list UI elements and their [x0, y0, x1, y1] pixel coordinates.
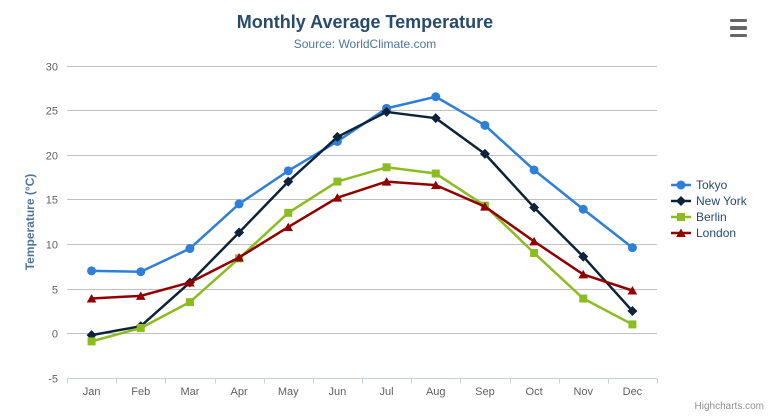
point-london-oct[interactable]	[529, 236, 539, 246]
point-new-york-aug[interactable]	[430, 113, 441, 124]
legend-marker-shape[interactable]	[677, 213, 685, 221]
point-tokyo-jan[interactable]	[87, 266, 97, 276]
legend-item-berlin[interactable]: Berlin	[671, 209, 747, 225]
legend-item-tokyo[interactable]: Tokyo	[671, 177, 747, 193]
chart-title: Monthly Average Temperature	[236, 12, 494, 32]
legend-item-new-york[interactable]: New York	[671, 193, 747, 209]
point-berlin-jun[interactable]	[333, 177, 342, 186]
legend-marker-shape[interactable]	[676, 196, 686, 206]
point-london-sep[interactable]	[480, 202, 490, 211]
x-axis-label: Nov	[573, 386, 593, 398]
point-new-york-apr[interactable]	[234, 227, 245, 238]
series-tokyo	[87, 92, 637, 277]
legend-label: Tokyo	[696, 178, 728, 192]
y-axis-label: 25	[46, 106, 58, 118]
legend-item-london[interactable]: London	[671, 225, 747, 241]
point-tokyo-nov[interactable]	[578, 204, 588, 214]
point-tokyo-dec[interactable]	[627, 243, 637, 253]
x-axis-label: Oct	[526, 386, 543, 398]
x-axis-label: May	[278, 386, 299, 398]
point-london-nov[interactable]	[578, 269, 589, 279]
y-axis-label: 20	[46, 151, 58, 163]
y-axis-label: -5	[48, 374, 58, 386]
point-london-feb[interactable]	[135, 291, 146, 300]
x-axis-label: Feb	[131, 386, 150, 398]
credits-link[interactable]: Highcharts.com	[694, 401, 764, 412]
legend-marker-london-icon	[671, 228, 691, 238]
x-axis-label: Apr	[231, 386, 248, 398]
y-axis-label: 10	[46, 240, 58, 252]
point-london-jan[interactable]	[86, 294, 97, 303]
point-new-york-jul[interactable]	[381, 106, 392, 117]
point-new-york-sep[interactable]	[479, 148, 490, 159]
point-new-york-dec[interactable]	[627, 306, 638, 317]
point-london-dec[interactable]	[627, 286, 638, 295]
point-berlin-feb[interactable]	[136, 324, 145, 332]
point-london-apr[interactable]	[234, 252, 244, 262]
point-london-may[interactable]	[283, 222, 294, 232]
point-new-york-jun[interactable]	[332, 131, 343, 142]
y-axis-label: 30	[46, 62, 58, 74]
legend-label: Berlin	[696, 210, 727, 224]
point-berlin-dec[interactable]	[628, 320, 637, 329]
series-berlin	[87, 163, 637, 346]
point-tokyo-apr[interactable]	[234, 199, 244, 209]
legend-marker-shape[interactable]	[676, 228, 686, 238]
point-berlin-aug[interactable]	[431, 169, 440, 178]
point-berlin-nov[interactable]	[579, 294, 588, 303]
point-tokyo-oct[interactable]	[529, 165, 539, 175]
legend-marker-berlin-icon	[671, 213, 691, 221]
y-axis-title: Temperature (°C)	[23, 173, 37, 271]
series-line-new-york[interactable]	[90, 110, 634, 337]
legend-marker-new-york-icon	[671, 196, 691, 206]
point-tokyo-mar[interactable]	[185, 244, 195, 254]
point-new-york-nov[interactable]	[578, 251, 589, 262]
point-tokyo-sep[interactable]	[480, 120, 490, 130]
point-london-jun[interactable]	[332, 193, 343, 202]
legend-marker-shape[interactable]	[676, 180, 686, 190]
point-berlin-jul[interactable]	[382, 163, 391, 172]
point-berlin-mar[interactable]	[185, 298, 194, 307]
legend-label: London	[696, 226, 737, 240]
hamburger-icon	[730, 19, 747, 23]
hamburger-icon	[730, 26, 747, 30]
point-tokyo-feb[interactable]	[136, 267, 146, 277]
y-axis-label: 15	[46, 195, 58, 207]
point-new-york-may[interactable]	[283, 176, 294, 187]
series-line-tokyo[interactable]	[90, 95, 634, 273]
x-axis-label: Jun	[329, 386, 347, 398]
y-axis-label: 5	[52, 285, 58, 297]
x-axis-label: Jul	[380, 386, 394, 398]
legend-label: New York	[696, 194, 747, 208]
hamburger-icon	[730, 33, 747, 37]
point-tokyo-aug[interactable]	[431, 92, 441, 102]
series-new-york	[86, 106, 638, 341]
x-axis-label: Mar	[180, 386, 199, 398]
x-axis-label: Jan	[83, 386, 101, 398]
point-new-york-oct[interactable]	[529, 202, 540, 213]
chart-subtitle: Source: WorldClimate.com	[293, 37, 437, 51]
point-tokyo-may[interactable]	[283, 166, 293, 176]
x-axis-label: Aug	[426, 386, 446, 398]
series-london	[86, 177, 638, 303]
legend-marker-tokyo-icon	[671, 180, 691, 190]
point-london-mar[interactable]	[185, 277, 195, 287]
series-line-london[interactable]	[90, 180, 634, 300]
point-berlin-oct[interactable]	[530, 249, 539, 257]
x-axis-label: Dec	[623, 386, 643, 398]
point-london-aug[interactable]	[430, 180, 441, 190]
point-berlin-jan[interactable]	[87, 337, 96, 346]
y-axis-label: 0	[52, 329, 58, 341]
x-axis-label: Sep	[475, 386, 495, 398]
point-berlin-may[interactable]	[284, 208, 293, 217]
chart-legend: Tokyo New York Berlin London	[671, 177, 747, 241]
export-menu-button[interactable]	[730, 19, 749, 37]
point-london-jul[interactable]	[381, 177, 392, 186]
series-line-berlin[interactable]	[90, 166, 634, 343]
